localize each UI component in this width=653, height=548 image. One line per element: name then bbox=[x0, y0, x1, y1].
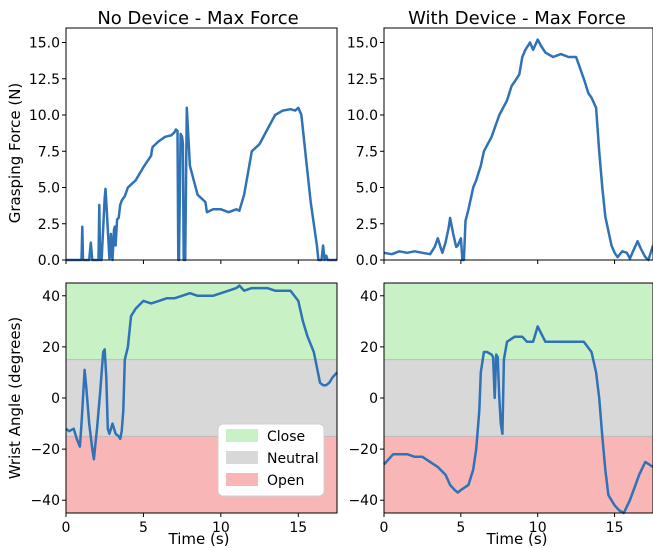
y-tick-label: −20 bbox=[30, 442, 60, 458]
y-tick-label: 2.5 bbox=[38, 217, 60, 233]
panel-with-device-force: With Device - Max Force 0.0 2.5 5.0 7.5 10.0… bbox=[347, 8, 653, 269]
y-tick-label: 7.5 bbox=[38, 144, 60, 160]
x-tick-label: 10 bbox=[212, 520, 230, 536]
region-open bbox=[384, 436, 653, 513]
y-tick-label: 5.0 bbox=[38, 181, 60, 197]
y-tick-label: 10.0 bbox=[347, 108, 378, 124]
legend-swatch bbox=[226, 451, 258, 464]
legend: Close Neutral Open bbox=[217, 423, 325, 497]
y-tick-label: 40 bbox=[42, 289, 60, 305]
x-tick-label: 15 bbox=[606, 520, 624, 536]
y-tick-label: −40 bbox=[348, 493, 378, 509]
y-tick-label: 20 bbox=[42, 340, 60, 356]
x-tick-label: 10 bbox=[529, 520, 547, 536]
y-axis-label: Grasping Force (N) bbox=[6, 83, 24, 224]
axes-frame bbox=[383, 27, 653, 261]
x-tick-label: 5 bbox=[456, 520, 465, 536]
y-tick-label: 0.0 bbox=[38, 253, 60, 269]
region-neutral bbox=[384, 359, 653, 437]
x-tick-label: 5 bbox=[139, 520, 148, 536]
y-tick-label: 20 bbox=[360, 340, 378, 356]
x-tick-label: 0 bbox=[380, 520, 389, 536]
x-tick-label: 15 bbox=[289, 520, 307, 536]
y-tick-label: 5.0 bbox=[356, 181, 378, 197]
data-line bbox=[383, 325, 653, 515]
region-close bbox=[66, 283, 337, 360]
legend-label: Close bbox=[267, 429, 305, 445]
legend-label: Open bbox=[267, 473, 304, 489]
panel-no-device-wrist-angle: Wrist Angle (degrees) Time (s) −40 −20 0 20… bbox=[6, 282, 338, 548]
y-tick-label: 15.0 bbox=[347, 36, 378, 52]
y-tick-label: 15.0 bbox=[29, 36, 60, 52]
data-line bbox=[383, 38, 653, 262]
y-tick-label: 10.0 bbox=[29, 108, 60, 124]
legend-swatch bbox=[226, 473, 258, 486]
region-close bbox=[384, 283, 653, 360]
panel-no-device-force: No Device - Max Force Grasping Force (N)… bbox=[6, 8, 338, 269]
chart-title: With Device - Max Force bbox=[408, 8, 626, 29]
data-line bbox=[66, 106, 337, 262]
y-tick-label: 0 bbox=[51, 391, 60, 407]
x-axis-label: Time (s) bbox=[168, 530, 230, 548]
y-tick-label: 7.5 bbox=[356, 144, 378, 160]
y-axis-label: Wrist Angle (degrees) bbox=[6, 317, 24, 480]
y-tick-label: −20 bbox=[348, 442, 378, 458]
panel-with-device-wrist-angle: Time (s) −40 −20 0 20 40 0 5 10 15 bbox=[348, 282, 653, 548]
y-tick-label: 0 bbox=[369, 391, 378, 407]
y-tick-label: −40 bbox=[30, 493, 60, 509]
chart-title: No Device - Max Force bbox=[97, 8, 298, 29]
axes-frame bbox=[65, 27, 338, 261]
legend-label: Neutral bbox=[267, 451, 319, 467]
x-axis-label: Time (s) bbox=[486, 530, 548, 548]
data-line bbox=[65, 284, 338, 461]
y-tick-label: 40 bbox=[360, 289, 378, 305]
x-tick-label: 0 bbox=[62, 520, 71, 536]
y-tick-label: 12.5 bbox=[29, 72, 60, 88]
y-tick-label: 12.5 bbox=[347, 72, 378, 88]
y-tick-label: 2.5 bbox=[356, 217, 378, 233]
legend-swatch bbox=[226, 429, 258, 442]
y-tick-label: 0.0 bbox=[356, 253, 378, 269]
